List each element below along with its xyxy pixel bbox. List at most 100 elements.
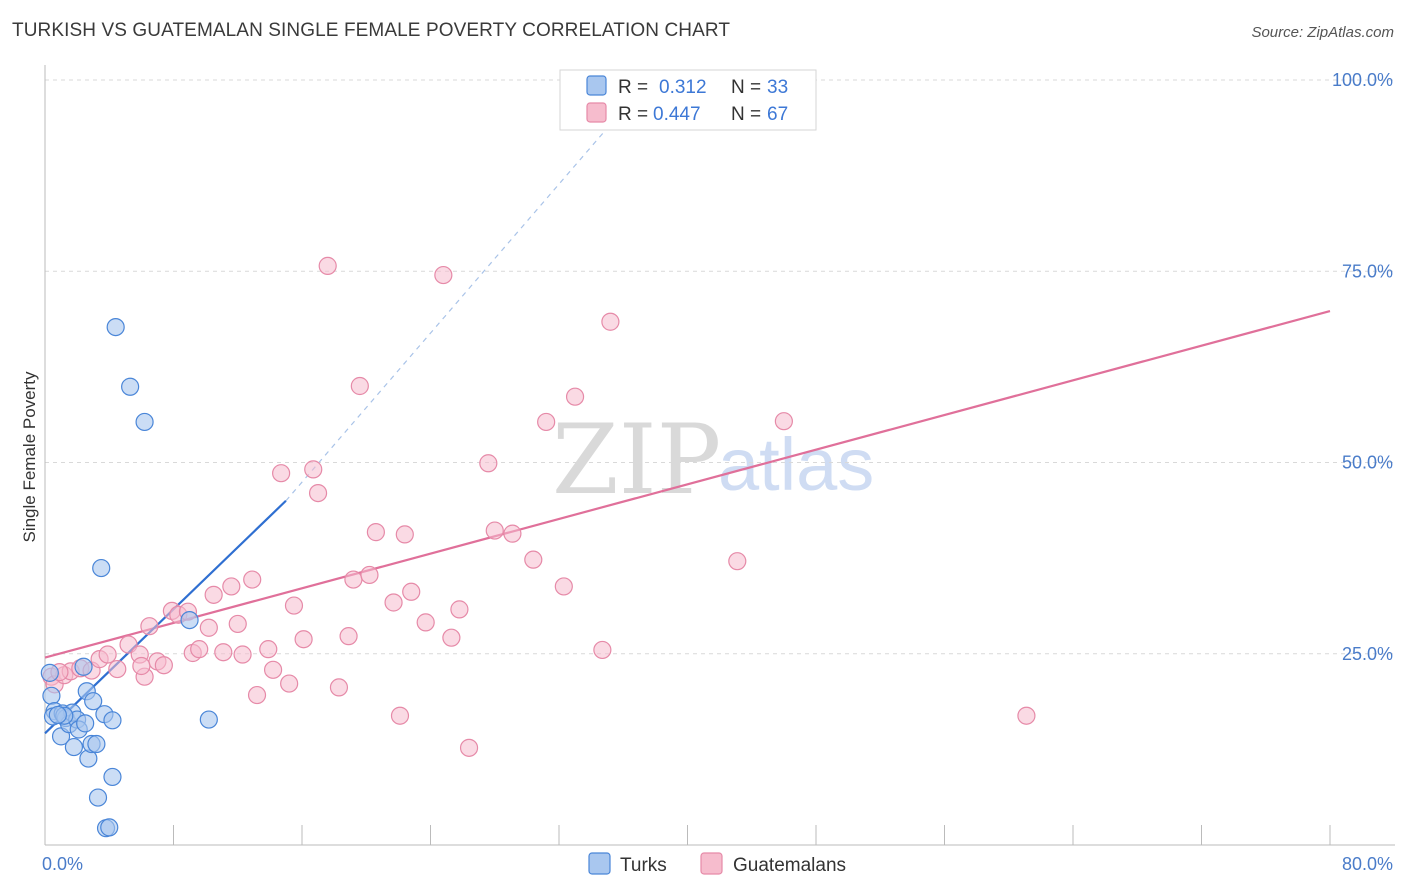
point-guatemalans	[442, 628, 461, 647]
legend-r-value-turks: 0.312	[659, 77, 707, 98]
point-guatemalans	[294, 630, 313, 649]
point-guatemalans	[108, 659, 127, 679]
point-guatemalans	[384, 593, 403, 612]
y-tick-label: 50.0%	[1342, 453, 1393, 473]
data-points	[40, 70, 1036, 838]
point-guatemalans	[284, 596, 304, 615]
point-turks	[48, 705, 67, 725]
point-guatemalans	[199, 618, 218, 637]
y-axis-label: Single Female Poverty	[20, 371, 39, 543]
point-turks	[100, 818, 119, 837]
trendline-guatemalans	[44, 309, 1331, 659]
point-turks	[135, 412, 154, 432]
point-guatemalans	[537, 412, 556, 432]
point-guatemalans	[565, 387, 585, 406]
point-guatemalans	[140, 617, 159, 636]
point-guatemalans	[390, 706, 410, 725]
point-guatemalans	[304, 460, 323, 479]
point-guatemalans	[318, 256, 337, 275]
point-guatemalans	[416, 613, 435, 632]
point-turks	[106, 317, 125, 337]
point-guatemalans	[272, 464, 291, 483]
point-guatemalans	[259, 640, 278, 659]
legend-n-value-turks: 33	[767, 77, 788, 98]
source-label: Source: ZipAtlas.com	[1251, 24, 1394, 41]
point-turks	[103, 767, 122, 787]
point-turks	[180, 610, 199, 630]
point-guatemalans	[243, 570, 262, 589]
point-guatemalans	[154, 656, 173, 675]
legend-swatch-turks	[586, 75, 607, 96]
point-guatemalans	[601, 312, 620, 331]
point-guatemalans	[479, 454, 498, 473]
trendline-turks-extension	[285, 71, 656, 502]
axes	[44, 65, 1395, 846]
legend-swatch-guatemalans	[586, 102, 607, 123]
point-guatemalans	[360, 565, 379, 585]
point-guatemalans	[774, 412, 793, 431]
point-turks	[74, 657, 93, 676]
point-turks	[64, 737, 84, 757]
point-guatemalans	[485, 521, 504, 540]
point-turks	[88, 788, 108, 807]
x-tick-label: 80.0%	[1342, 854, 1393, 874]
chart-title: TURKISH VS GUATEMALAN SINGLE FEMALE POVE…	[12, 20, 731, 41]
trendlines	[44, 71, 1331, 735]
point-turks	[84, 692, 103, 711]
bottom-legend-label-guatemalans: Guatemalans	[733, 855, 846, 876]
legend-r-label-turks: R =	[618, 77, 648, 98]
legend-r-label-guatemalans: R =	[618, 104, 648, 125]
point-turks	[76, 714, 95, 733]
point-guatemalans	[395, 525, 414, 544]
point-turks	[121, 377, 140, 396]
point-guatemalans	[503, 524, 522, 543]
point-turks	[40, 663, 59, 682]
point-guatemalans	[214, 643, 233, 662]
point-turks	[103, 711, 122, 730]
point-guatemalans	[263, 660, 283, 679]
gridlines	[45, 79, 1395, 655]
point-guatemalans	[339, 627, 358, 646]
series-legend: Turks Guatemalans	[588, 852, 846, 876]
watermark-atlas: atlas	[718, 423, 874, 506]
point-guatemalans	[98, 645, 117, 664]
watermark-zip: ZIP	[552, 404, 721, 516]
point-guatemalans	[554, 577, 573, 596]
point-guatemalans	[233, 645, 252, 664]
point-guatemalans	[228, 614, 247, 634]
point-guatemalans	[1017, 706, 1036, 725]
point-guatemalans	[280, 674, 299, 693]
point-guatemalans	[308, 484, 328, 503]
y-tick-label: 25.0%	[1342, 644, 1393, 664]
point-guatemalans	[329, 678, 349, 697]
point-turks	[92, 558, 111, 578]
point-guatemalans	[459, 738, 479, 757]
point-guatemalans	[350, 376, 369, 396]
point-guatemalans	[190, 640, 209, 659]
point-guatemalans	[366, 523, 385, 542]
point-guatemalans	[434, 265, 453, 285]
point-guatemalans	[402, 582, 421, 601]
tick-labels: 25.0% 50.0% 75.0% 100.0% 0.0% 80.0%	[42, 70, 1393, 874]
point-guatemalans	[132, 656, 151, 676]
point-guatemalans	[524, 550, 543, 569]
point-guatemalans	[450, 600, 469, 619]
point-guatemalans	[593, 640, 612, 660]
point-turks	[199, 710, 218, 729]
bottom-legend-swatch-guatemalans	[700, 852, 723, 875]
correlation-legend: R = 0.312 N = 33 R = 0.447 N = 67	[559, 69, 817, 131]
point-guatemalans	[728, 552, 747, 571]
watermark: ZIP atlas	[552, 404, 874, 516]
x-tick-label: 0.0%	[42, 854, 83, 874]
y-tick-label: 100.0%	[1332, 70, 1393, 90]
bottom-legend-swatch-turks	[588, 852, 611, 875]
point-guatemalans	[344, 570, 363, 589]
bottom-legend-label-turks: Turks	[620, 855, 667, 876]
point-guatemalans	[247, 685, 267, 705]
point-guatemalans	[204, 585, 223, 604]
point-turks	[87, 734, 106, 754]
legend-n-label-turks: N =	[731, 77, 761, 98]
point-guatemalans	[222, 577, 241, 596]
y-tick-label: 75.0%	[1342, 261, 1393, 281]
